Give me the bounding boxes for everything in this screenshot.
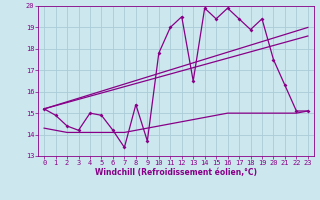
X-axis label: Windchill (Refroidissement éolien,°C): Windchill (Refroidissement éolien,°C) (95, 168, 257, 177)
